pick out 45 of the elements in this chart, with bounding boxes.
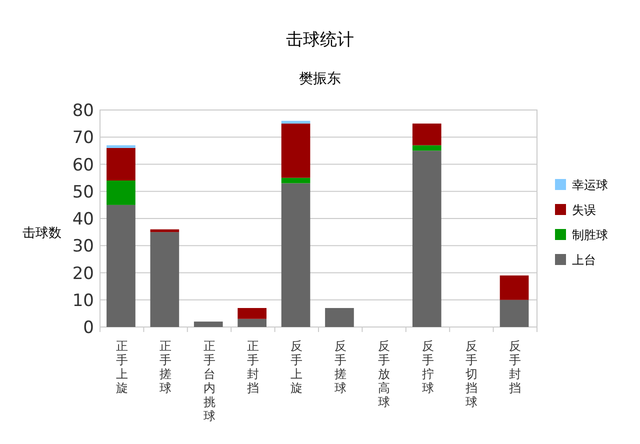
y-tick-label: 30 bbox=[72, 236, 94, 257]
bar bbox=[500, 300, 529, 327]
x-tick-label: 反手封挡 bbox=[509, 339, 522, 395]
bar bbox=[106, 148, 136, 181]
bar bbox=[106, 145, 136, 148]
bar bbox=[106, 180, 136, 205]
x-tick-label: 正手搓球 bbox=[160, 339, 172, 395]
bar bbox=[281, 178, 310, 184]
bar bbox=[106, 204, 136, 327]
y-tick-label: 40 bbox=[72, 210, 94, 230]
y-tick-label: 60 bbox=[72, 155, 94, 176]
legend-label: 上台 bbox=[572, 253, 596, 267]
x-tick-label: 正手封挡 bbox=[246, 339, 259, 395]
bar bbox=[150, 232, 180, 327]
y-tick-label: 20 bbox=[72, 264, 94, 284]
bar bbox=[412, 150, 442, 327]
x-tick-label: 反手放高球 bbox=[378, 339, 390, 409]
bar bbox=[150, 229, 180, 232]
bar bbox=[238, 308, 266, 319]
x-tick-label: 正手台内挑球 bbox=[203, 339, 216, 423]
bar bbox=[238, 318, 266, 327]
bar bbox=[325, 308, 354, 327]
legend-label: 幸运球 bbox=[572, 178, 608, 192]
x-tick-label: 反手搓球 bbox=[334, 339, 346, 395]
y-tick-label: 0 bbox=[83, 318, 94, 338]
x-tick-label: 反手上旋 bbox=[290, 339, 303, 395]
x-tick-label: 反手拧球 bbox=[422, 339, 434, 395]
bar bbox=[194, 322, 223, 327]
y-tick-label: 80 bbox=[72, 101, 94, 121]
y-tick-label: 50 bbox=[72, 182, 94, 202]
x-tick-label: 正手上旋 bbox=[116, 339, 128, 395]
x-tick-label: 反手切挡球 bbox=[465, 339, 478, 409]
legend-label: 制胜球 bbox=[572, 228, 608, 242]
bar bbox=[412, 145, 442, 151]
y-tick-label: 70 bbox=[72, 128, 94, 148]
bar bbox=[500, 275, 529, 300]
bar bbox=[281, 183, 310, 327]
bar bbox=[281, 120, 310, 124]
legend-label: 失误 bbox=[572, 203, 596, 217]
y-tick-label: 10 bbox=[72, 290, 94, 311]
chart-subtitle: 樊振东 bbox=[299, 71, 341, 87]
y-axis-title: 击球数 bbox=[22, 226, 62, 241]
bar bbox=[281, 124, 310, 178]
bar bbox=[412, 124, 442, 146]
chart-title: 击球统计 bbox=[286, 30, 354, 50]
